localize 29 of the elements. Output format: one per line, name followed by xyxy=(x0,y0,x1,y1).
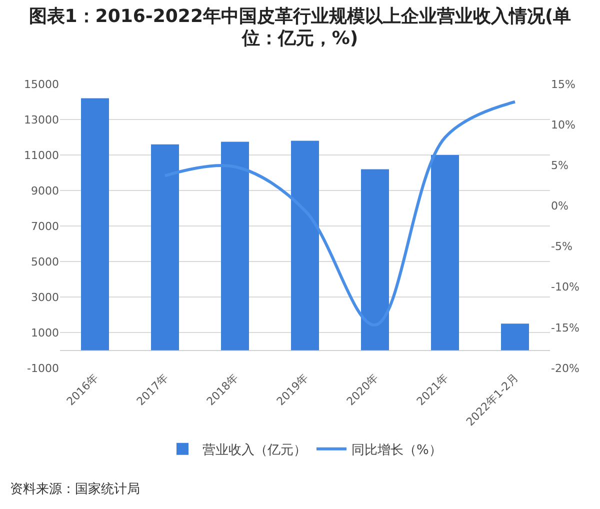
y-tick-label: 1000 xyxy=(31,326,59,340)
chart-title: 图表1：2016-2022年中国皮革行业规模以上企业营业收入情况(单位：亿元，%) xyxy=(28,6,572,50)
text: 资料来源：国家统计局 xyxy=(10,481,140,498)
y-tick-label: -1000 xyxy=(27,362,59,375)
legend-label: 营业收入（亿元） xyxy=(202,442,306,458)
y2-tick-label: -15% xyxy=(551,321,580,334)
y-tick-label: 13000 xyxy=(24,113,59,126)
y-tick-label: 5000 xyxy=(31,255,59,268)
bar xyxy=(81,98,109,350)
y2-tick-label: 5% xyxy=(551,158,568,172)
bar xyxy=(361,169,389,350)
bar xyxy=(501,324,529,350)
bar xyxy=(291,140,319,350)
y2-tick-label: 0% xyxy=(551,200,568,213)
bar xyxy=(431,155,459,350)
legend-label: 同比增长（%） xyxy=(352,442,442,458)
y2-tick-label: 15% xyxy=(551,78,576,91)
y-tick-label: 9000 xyxy=(31,184,59,198)
y2-tick-label: -10% xyxy=(551,280,580,294)
y-tick-label: 7000 xyxy=(31,220,59,233)
bar xyxy=(151,144,179,350)
y2-tick-label: -20% xyxy=(551,362,580,375)
y2-tick-label: -5% xyxy=(551,240,572,254)
y2-tick-label: 10% xyxy=(551,118,576,132)
y-tick-label: 3000 xyxy=(31,290,59,304)
y-tick-label: 15000 xyxy=(24,78,59,91)
bar xyxy=(221,142,249,350)
y-tick-label: 11000 xyxy=(24,148,59,162)
line-series xyxy=(164,100,516,326)
